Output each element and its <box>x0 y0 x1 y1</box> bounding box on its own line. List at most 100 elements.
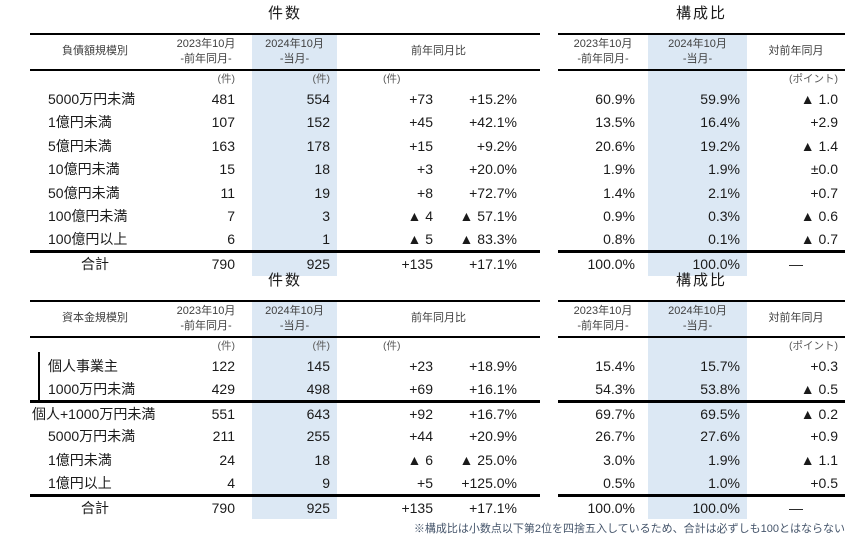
row-label: 個人事業主 <box>48 357 118 374</box>
col-header-prev-line2: -前年同月- <box>180 320 232 332</box>
header-row: 2023年10月 -前年同月- 2024年10月 -当月- 対前年同月 <box>558 300 845 338</box>
col-header-curr-line2: -当月- <box>682 320 713 332</box>
units-row: (件) (件) (件) <box>30 70 540 87</box>
cell-diff: +92 <box>337 399 445 425</box>
table-row: 13.5% 16.4% +2.9 <box>558 110 845 134</box>
cell-diff: +73 <box>409 90 433 107</box>
cell-prev: 1.9% <box>603 161 635 178</box>
cell-pct: +20.9% <box>469 428 517 445</box>
unit-empty <box>648 70 747 87</box>
cell-diff: +0.9 <box>810 428 838 445</box>
table-row: 10億円未満 15 18 +3 +20.0% <box>30 157 540 181</box>
cell-pct: +15.2% <box>469 90 517 107</box>
cell-prev: 211 <box>212 428 235 445</box>
total-row: 100.0% 100.0% — <box>558 493 845 519</box>
cell-curr: 152 <box>252 110 337 134</box>
cell-prev: 7 <box>227 208 235 225</box>
cell-diff: ±0.0 <box>810 161 838 178</box>
table-row-subtotal: 個人+1000万円未満 551 643 +92 +16.7% <box>30 399 540 425</box>
debt-count-table: 件数 負債額規模別 2023年10月 -前年同月- 2024年10月 -当月- 前年… <box>30 5 540 276</box>
col-header-yoy: 対前年同月 <box>747 33 845 71</box>
total-pct: +17.1% <box>445 250 540 276</box>
col-header-curr: 2024年10月 -当月- <box>648 33 747 71</box>
table-row: 26.7% 27.6% +0.9 <box>558 424 845 448</box>
unit-empty <box>30 337 160 354</box>
cell-prev: 60.9% <box>595 90 635 107</box>
table-row: 1億円以上 4 9 +5 +125.0% <box>30 471 540 495</box>
unit-empty <box>30 70 160 87</box>
col-header-prev-line1: 2023年10月 <box>176 304 236 317</box>
cell-prev: 122 <box>211 357 235 374</box>
cell-curr: 19 <box>252 181 337 205</box>
table-row: 0.9% 0.3% ▲ 0.6 <box>558 204 845 228</box>
table-row: 54.3% 53.8% ▲ 0.5 <box>558 377 845 401</box>
cell-diff: +0.5 <box>810 474 838 491</box>
header-row: 2023年10月 -前年同月- 2024年10月 -当月- 対前年同月 <box>558 33 845 71</box>
cell-pct: +16.1% <box>469 380 517 397</box>
cell-pct: ▲ 25.0% <box>459 451 517 468</box>
col-header-yoy-group: 前年同月比 <box>337 300 540 338</box>
col-header-curr-line2: -当月- <box>279 53 310 65</box>
total-row: 合計 790 925 +135 +17.1% <box>30 250 540 276</box>
total-curr: 100.0% <box>648 250 747 276</box>
cell-prev: 69.7% <box>558 399 648 425</box>
cell-diff: +5 <box>417 474 433 491</box>
cell-curr: 1.9% <box>648 448 747 472</box>
cell-curr: 0.1% <box>648 228 747 252</box>
group-bracket <box>38 352 40 400</box>
unit-empty <box>648 337 747 354</box>
total-diff: +135 <box>337 493 445 519</box>
cell-diff: ▲ 1.0 <box>800 90 838 107</box>
total-label: 合計 <box>30 493 160 519</box>
table-title-count: 件数 <box>267 5 302 22</box>
col-header-prev-line1: 2023年10月 <box>176 37 236 50</box>
units-row: (ポイント) <box>558 70 845 87</box>
cell-curr: 498 <box>252 377 337 401</box>
unit-diff: (件) <box>383 73 401 85</box>
unit-prev: (件) <box>217 340 236 352</box>
col-header-prev: 2023年10月 -前年同月- <box>558 33 648 71</box>
col-header-prev: 2023年10月 -前年同月- <box>160 33 252 71</box>
col-header-curr-line2: -当月- <box>682 53 713 65</box>
total-diff: — <box>747 493 845 519</box>
cell-diff: +0.7 <box>810 184 838 201</box>
total-curr: 925 <box>252 493 337 519</box>
total-prev: 790 <box>160 250 252 276</box>
cell-curr: 9 <box>252 471 337 495</box>
total-curr: 925 <box>252 250 337 276</box>
table-title-count: 件数 <box>267 272 302 289</box>
unit-diff: (件) <box>383 340 401 352</box>
row-label: 1000万円未満 <box>48 380 136 397</box>
total-diff: +135 <box>337 250 445 276</box>
cell-pct: +20.0% <box>469 161 517 178</box>
col-header-prev-line1: 2023年10月 <box>573 37 633 50</box>
total-label: 合計 <box>30 250 160 276</box>
cell-curr: 1.0% <box>648 471 747 495</box>
cell-prev: 24 <box>219 451 235 468</box>
cell-curr: 145 <box>252 354 337 378</box>
cell-prev: 429 <box>211 380 235 397</box>
col-header-yoy: 対前年同月 <box>747 300 845 338</box>
col-header-prev: 2023年10月 -前年同月- <box>558 300 648 338</box>
cell-curr: 27.6% <box>648 424 747 448</box>
total-prev: 100.0% <box>558 493 648 519</box>
table-row: 1000万円未満 429 498 +69 +16.1% <box>30 377 540 401</box>
table-row: 1.9% 1.9% ±0.0 <box>558 157 845 181</box>
cell-prev: 15 <box>219 161 235 178</box>
table-title-ratio: 構成比 <box>675 5 727 22</box>
cell-prev: 0.5% <box>603 474 635 491</box>
cell-prev: 163 <box>211 137 235 154</box>
table-row: 5億円未満 163 178 +15 +9.2% <box>30 134 540 158</box>
cell-diff: +15 <box>409 137 433 154</box>
table-row: 100億円未満 7 3 ▲ 4 ▲ 57.1% <box>30 204 540 228</box>
table-row-subtotal: 69.7% 69.5% ▲ 0.2 <box>558 399 845 425</box>
units-row: (件) (件) (件) <box>30 337 540 354</box>
cell-prev: 15.4% <box>595 357 635 374</box>
cell-diff: ▲ 0.2 <box>747 399 845 425</box>
table-row: 0.5% 1.0% +0.5 <box>558 471 845 495</box>
cell-curr: 2.1% <box>648 181 747 205</box>
cell-pct: +18.9% <box>469 357 517 374</box>
cell-prev: 54.3% <box>595 380 635 397</box>
table-row: 5000万円未満 481 554 +73 +15.2% <box>30 87 540 111</box>
table-row: 5000万円未満 211 255 +44 +20.9% <box>30 424 540 448</box>
